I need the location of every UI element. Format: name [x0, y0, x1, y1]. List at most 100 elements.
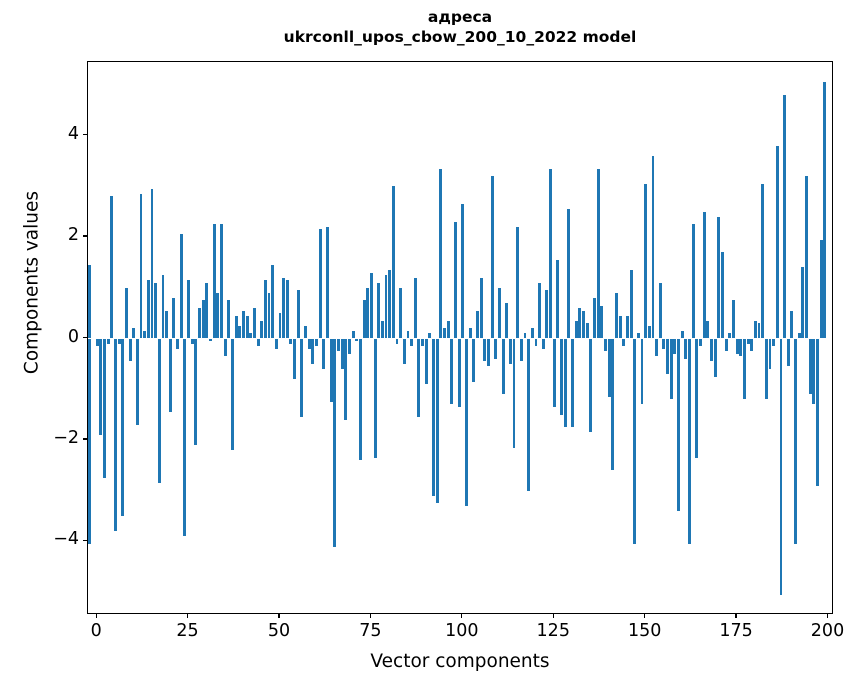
plot-axes [87, 61, 833, 614]
bar [282, 277, 286, 339]
bar [812, 338, 816, 405]
bar [721, 252, 724, 339]
bar [494, 338, 498, 359]
bar [746, 338, 750, 344]
bar [161, 275, 165, 339]
bar [490, 176, 494, 339]
bar [348, 338, 351, 354]
bar [728, 333, 732, 339]
bar [695, 338, 699, 458]
bar [95, 338, 99, 347]
bar [296, 290, 300, 339]
bar [688, 338, 691, 544]
bar [530, 328, 534, 339]
bar [322, 338, 326, 369]
x-tick-label: 25 [176, 621, 199, 641]
bar [655, 338, 659, 357]
bar [673, 338, 677, 354]
bar [220, 224, 223, 339]
bar [99, 338, 103, 435]
y-tick-label: 4 [67, 123, 79, 144]
bar [369, 272, 373, 339]
bar [578, 308, 582, 339]
bar [154, 282, 158, 339]
bar [596, 168, 600, 339]
chart-title: адреса ukrconll_upos_cbow_200_10_2022 mo… [87, 8, 833, 48]
bar [395, 338, 399, 344]
bar [289, 338, 293, 344]
bar [450, 338, 454, 405]
bar [761, 183, 765, 339]
bar [333, 338, 337, 547]
bar [560, 338, 564, 415]
bar [680, 330, 684, 339]
bar [113, 338, 117, 532]
bar [194, 338, 198, 446]
bar [238, 325, 242, 339]
bar [731, 300, 735, 339]
bar [753, 320, 757, 339]
bar [176, 338, 180, 349]
bar [816, 338, 819, 486]
bar [337, 338, 340, 352]
bar [808, 338, 812, 395]
bar [256, 338, 260, 347]
x-tick-label: 50 [267, 621, 291, 641]
bar [644, 183, 648, 339]
x-tick-mark [186, 614, 189, 618]
bar [358, 338, 362, 461]
bar [651, 155, 655, 339]
bar [146, 280, 150, 339]
x-tick-mark [826, 614, 829, 618]
bar [121, 338, 125, 517]
x-tick-label: 125 [536, 621, 570, 641]
bar [300, 338, 304, 418]
bar [717, 216, 721, 339]
bar [421, 338, 425, 347]
bar [629, 270, 633, 339]
bar [106, 338, 110, 344]
bar [179, 234, 183, 339]
bar [168, 338, 172, 413]
bar [223, 338, 227, 357]
bar [326, 226, 329, 339]
bar [622, 338, 626, 347]
bar [764, 338, 768, 400]
bar [241, 310, 245, 339]
bar [227, 300, 231, 339]
bar [234, 315, 238, 339]
bar [362, 300, 366, 339]
bar [483, 338, 487, 362]
bar [710, 338, 713, 362]
bar [618, 315, 622, 339]
y-tick-label: 2 [67, 225, 79, 246]
x-tick-label: 0 [90, 621, 102, 641]
bar [706, 320, 710, 339]
bar [475, 310, 479, 339]
bar [88, 338, 91, 347]
bar [512, 338, 516, 448]
bar [677, 338, 681, 511]
bar [366, 287, 370, 339]
bar [600, 305, 604, 339]
bar [585, 323, 589, 339]
bar [373, 338, 377, 458]
y-tick-mark [83, 539, 87, 542]
bar [260, 320, 264, 339]
bar [135, 338, 139, 425]
bar [633, 338, 637, 544]
y-axis-label: Components values [21, 190, 43, 375]
x-tick-label: 200 [810, 621, 845, 641]
bar [589, 338, 593, 433]
bar [797, 333, 801, 339]
bar [205, 282, 209, 339]
bar [662, 338, 666, 349]
bar [468, 328, 472, 339]
bar [465, 338, 468, 506]
bar [669, 338, 673, 400]
bar [124, 287, 128, 339]
x-tick-mark [95, 614, 97, 618]
bar [157, 338, 161, 484]
bar [249, 333, 253, 339]
bar [742, 338, 746, 400]
